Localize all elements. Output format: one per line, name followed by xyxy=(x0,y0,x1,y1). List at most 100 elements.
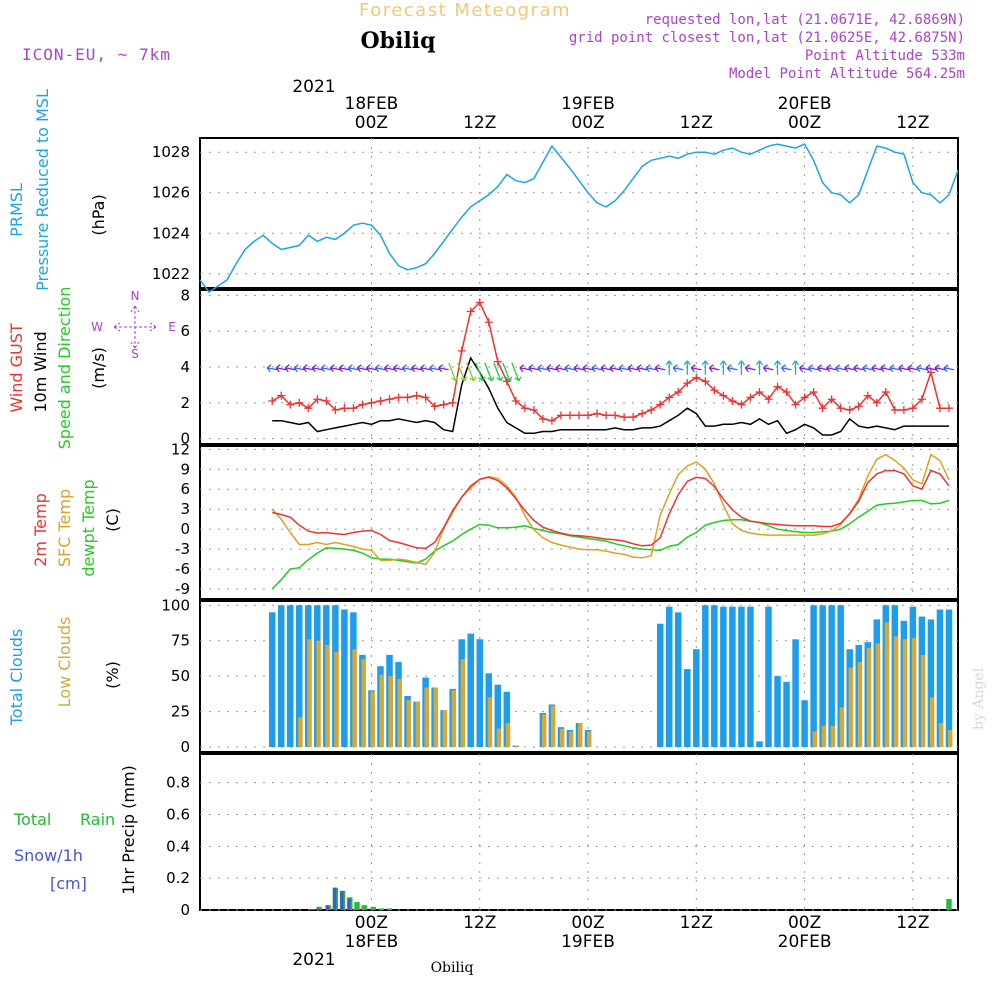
total-cloud-bar xyxy=(792,639,799,748)
wind-direction-arrow xyxy=(266,364,278,373)
wind-dir-label: Speed and Direction xyxy=(55,287,74,450)
compass-w: W xyxy=(91,320,103,334)
gust-marker xyxy=(439,400,448,409)
gust-marker xyxy=(484,318,493,327)
gust-marker xyxy=(764,395,773,404)
wind-direction-arrow xyxy=(690,364,702,373)
bottom-year: 2021 xyxy=(292,950,335,970)
wind-direction-arrow xyxy=(826,364,837,373)
wind-direction-arrow xyxy=(672,364,684,373)
wind-unit: (m/s) xyxy=(89,347,108,389)
gust-marker xyxy=(692,373,701,382)
wind-tick-label: 0 xyxy=(180,430,190,448)
gust-marker xyxy=(367,398,376,407)
wind-direction-arrow xyxy=(402,364,413,373)
wind-direction-arrow xyxy=(564,364,576,373)
temp-tick-label: 6 xyxy=(180,480,190,498)
rain-label: Rain xyxy=(80,810,115,829)
gust-marker xyxy=(701,377,710,386)
low-cloud-bar xyxy=(487,697,493,748)
total-cloud-bar xyxy=(467,633,474,748)
total-cloud-bar xyxy=(738,606,745,748)
requested-coords: requested lon,lat (21.0671E, 42.6869N) xyxy=(645,12,965,28)
precip-tick-label: 0.4 xyxy=(166,837,190,855)
total-cloud-bar xyxy=(765,606,772,748)
gust-marker xyxy=(268,397,277,406)
wind-direction-arrow xyxy=(880,364,891,373)
wind-direction-arrow xyxy=(627,364,639,373)
wind-direction-arrow xyxy=(618,364,630,373)
total-cloud-bar xyxy=(503,691,511,748)
gust-marker xyxy=(529,405,538,414)
wind-direction-arrow xyxy=(907,364,919,373)
wind-label: 10m Wind xyxy=(31,331,50,412)
gust-marker xyxy=(944,404,953,413)
wind-direction-arrow xyxy=(636,364,648,373)
bottom-hour-label: 12Z xyxy=(463,913,496,933)
low-cloud-bar xyxy=(848,667,854,748)
low-cloud-bar xyxy=(298,717,303,748)
temp-tick-label: 3 xyxy=(180,500,190,518)
wind-direction-arrow xyxy=(320,364,332,373)
bottom-hour-label: 00Z xyxy=(355,913,388,933)
wind-direction-arrow xyxy=(528,364,540,373)
precip-tick-label: 0.2 xyxy=(166,869,190,887)
model-name: ICON-EU, ~ 7km xyxy=(22,45,171,64)
low-cloud-bar xyxy=(884,622,890,748)
wind-direction-arrow xyxy=(338,364,350,373)
gust-marker xyxy=(782,388,791,397)
low-cloud-bar xyxy=(388,676,393,748)
wind-direction-arrow xyxy=(293,364,305,373)
low-cloud-bar xyxy=(568,731,574,748)
precip-tick-label: 0 xyxy=(180,901,190,919)
dewpt-label: dewpt Temp xyxy=(79,479,98,576)
total-cloud-bar xyxy=(747,606,754,748)
snow-label: Snow/1h xyxy=(14,846,83,865)
low-cloud-bar xyxy=(866,647,872,748)
snow-bar xyxy=(340,890,344,910)
wind-direction-arrow xyxy=(284,364,296,373)
total-cloud-bar xyxy=(936,609,944,748)
gust-marker xyxy=(809,388,818,397)
gust-marker xyxy=(448,398,457,407)
low-cloud-bar xyxy=(893,636,899,748)
gust-marker xyxy=(755,388,764,397)
total-cloud-bar xyxy=(828,605,835,748)
wind-direction-arrow xyxy=(835,364,846,373)
gust-label: Wind GUST xyxy=(7,323,26,413)
wind-direction-arrow xyxy=(925,364,937,373)
gust-marker xyxy=(322,397,331,406)
top-hour-label: 12Z xyxy=(680,113,713,133)
gust-marker xyxy=(385,395,394,404)
low-cloud-bar xyxy=(812,731,818,748)
wind-direction-arrow xyxy=(383,364,395,373)
pressure-tick-label: 1028 xyxy=(152,143,190,161)
top-hour-label: 00Z xyxy=(571,113,604,133)
gust-marker xyxy=(584,411,593,420)
low-cloud-bar xyxy=(442,710,448,748)
gust-marker xyxy=(917,395,926,404)
gust-marker xyxy=(412,391,421,400)
compass-e: E xyxy=(168,320,176,334)
low-cloud-bar xyxy=(415,701,421,748)
gust-marker xyxy=(728,397,737,406)
wind-direction-arrow xyxy=(774,360,782,375)
gust-marker xyxy=(376,397,385,406)
top-hour-label: 00Z xyxy=(355,113,388,133)
gust-marker xyxy=(620,413,629,422)
bottom-hour-label: 12Z xyxy=(896,913,929,933)
temp-tick-label: 12 xyxy=(171,440,190,458)
pressure-panel-frame xyxy=(199,137,959,289)
total-cloud-bar xyxy=(774,676,781,748)
precip-tick-label: 0.6 xyxy=(166,805,190,823)
gust-marker xyxy=(710,386,719,395)
low-cloud-bar xyxy=(370,691,375,748)
clouds-tick-label: 0 xyxy=(180,738,190,756)
gust-marker xyxy=(466,307,475,316)
low-cloud-bar xyxy=(550,705,556,748)
temp2m-label: 2m Temp xyxy=(31,493,50,567)
low-cloud-bar xyxy=(433,687,439,748)
wind-direction-arrow xyxy=(275,364,287,373)
total-cloud-bar xyxy=(702,605,709,748)
